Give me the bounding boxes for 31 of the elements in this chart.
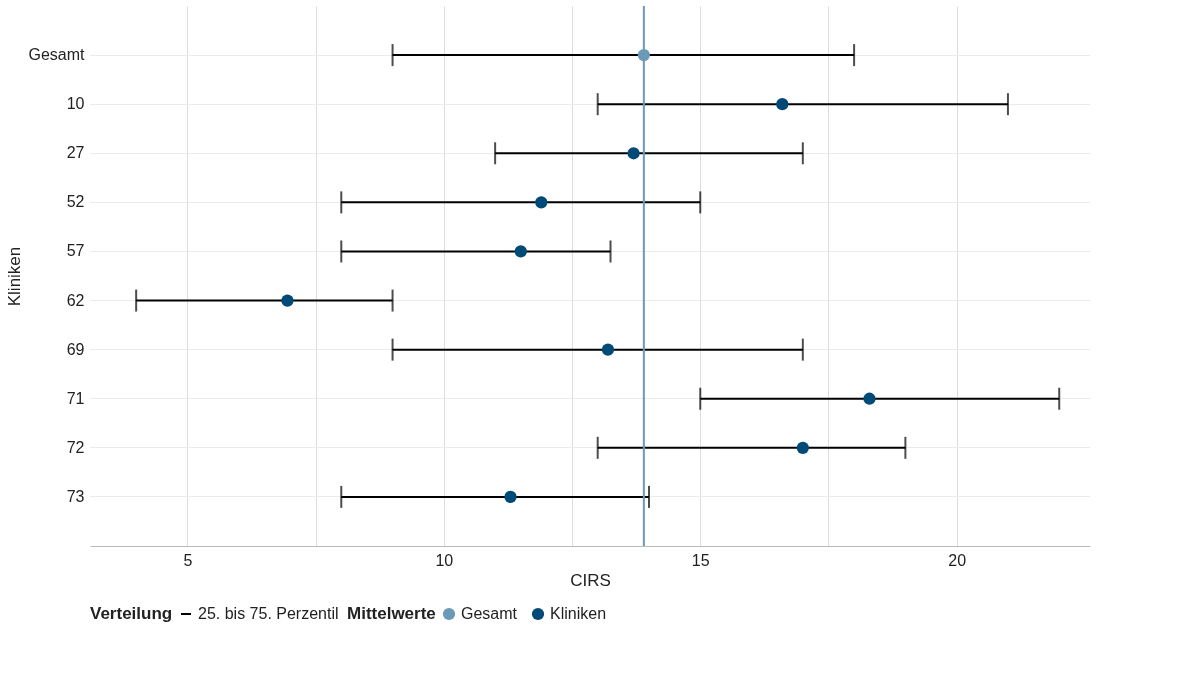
text: Verteilung	[90, 604, 173, 623]
point	[281, 294, 294, 307]
y-tick-label: 71	[66, 389, 85, 407]
x-tick-label: 5	[183, 551, 193, 569]
text: 25. bis 75. Perzentil	[198, 605, 339, 622]
y-tick-label: 62	[66, 291, 85, 309]
y-tick-label: 57	[66, 242, 85, 260]
point	[627, 147, 640, 160]
point	[514, 245, 527, 258]
x-tick-label: 20	[948, 551, 967, 569]
point	[535, 196, 548, 209]
y-tick-label: 27	[66, 144, 85, 162]
point	[637, 48, 650, 62]
point	[601, 343, 615, 356]
y-axis-title: Kliniken	[5, 246, 25, 307]
point	[776, 98, 789, 111]
legend-title: Mittelwerte	[347, 604, 436, 623]
x-tick-label: 15	[691, 551, 710, 569]
point	[863, 392, 876, 405]
legend-label: Kliniken	[550, 605, 607, 622]
point	[504, 490, 517, 504]
y-tick-label: 10	[66, 95, 85, 113]
y-tick-label: Gesamt	[28, 46, 86, 64]
y-tick-label: 72	[66, 438, 85, 456]
y-tick-label: 73	[66, 487, 85, 505]
y-tick-label: 52	[66, 193, 85, 211]
x-tick-label: 10	[435, 551, 454, 569]
legend-label: Gesamt	[461, 605, 518, 622]
point	[796, 441, 809, 454]
x-axis-title: CIRS	[570, 570, 611, 590]
y-tick-label: 69	[66, 340, 85, 358]
